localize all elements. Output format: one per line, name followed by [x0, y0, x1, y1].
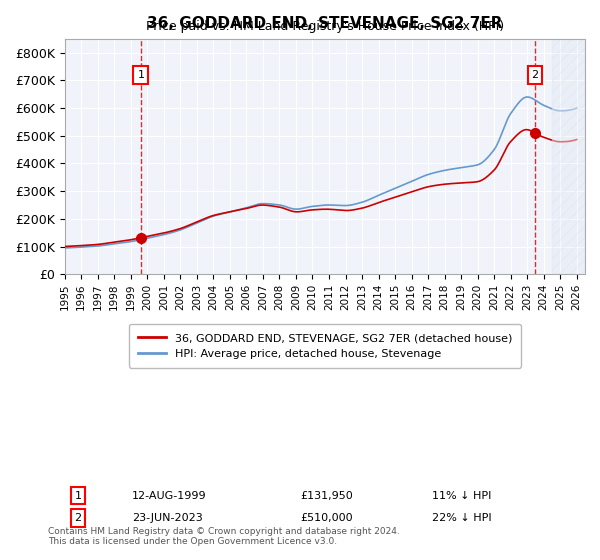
Text: 23-JUN-2023: 23-JUN-2023	[132, 513, 203, 523]
Text: 22% ↓ HPI: 22% ↓ HPI	[432, 513, 491, 523]
Bar	[552, 39, 585, 274]
Text: 12-AUG-1999: 12-AUG-1999	[132, 491, 206, 501]
Text: Contains HM Land Registry data © Crown copyright and database right 2024.
This d: Contains HM Land Registry data © Crown c…	[48, 526, 400, 546]
Text: 11% ↓ HPI: 11% ↓ HPI	[432, 491, 491, 501]
Text: £131,950: £131,950	[300, 491, 353, 501]
Text: 2: 2	[74, 513, 82, 523]
Text: 1: 1	[74, 491, 82, 501]
Text: £510,000: £510,000	[300, 513, 353, 523]
Text: 2: 2	[532, 70, 539, 80]
Legend: 36, GODDARD END, STEVENAGE, SG2 7ER (detached house), HPI: Average price, detach: 36, GODDARD END, STEVENAGE, SG2 7ER (det…	[129, 324, 521, 367]
Title: 36, GODDARD END, STEVENAGE, SG2 7ER: 36, GODDARD END, STEVENAGE, SG2 7ER	[147, 16, 503, 31]
Text: Price paid vs. HM Land Registry's House Price Index (HPI): Price paid vs. HM Land Registry's House …	[146, 20, 504, 33]
Text: 1: 1	[137, 70, 145, 80]
